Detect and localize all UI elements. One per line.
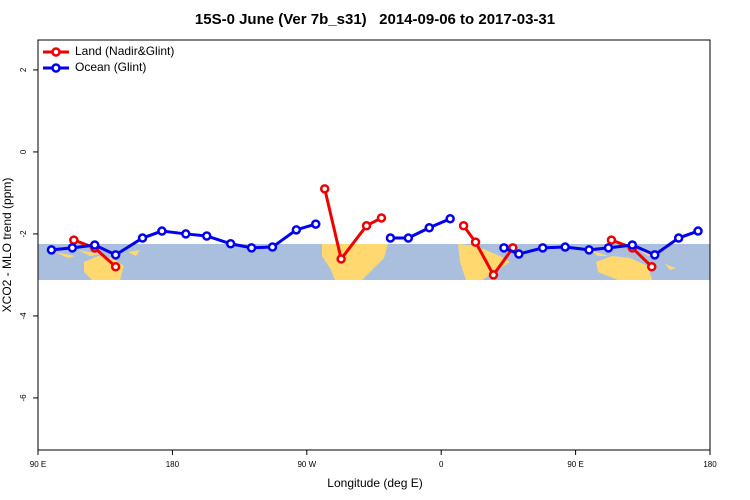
data-point	[403, 233, 414, 243]
data-point	[46, 245, 57, 255]
legend-marker	[51, 63, 61, 73]
x-tick-label: 90 W	[297, 460, 316, 469]
x-tick-label: 180	[166, 460, 180, 469]
y-tick-label: -4	[19, 312, 28, 320]
data-point	[649, 250, 660, 260]
x-tick-label: 90 E	[567, 460, 583, 469]
data-point	[69, 235, 79, 245]
data-point	[157, 226, 167, 236]
data-point	[311, 219, 321, 229]
x-axis-label: Longitude (deg E)	[327, 476, 422, 490]
data-point	[89, 240, 100, 250]
data-point	[246, 243, 257, 253]
data-point	[488, 270, 499, 280]
data-point	[470, 237, 481, 247]
data-point	[499, 243, 509, 253]
data-point	[291, 225, 302, 235]
data-point	[137, 233, 148, 243]
data-point	[693, 226, 703, 236]
data-point	[319, 184, 330, 194]
chart-title: 15S-0 June (Ver 7b_s31) 2014-09-06 to 20…	[195, 11, 555, 28]
data-point	[606, 235, 617, 245]
data-point	[376, 213, 387, 223]
y-tick-label: 2	[19, 67, 28, 72]
plot-frame	[37, 39, 711, 451]
data-point	[647, 261, 657, 272]
legend-label: Land (Nadir&Glint)	[75, 44, 174, 58]
data-point	[560, 242, 570, 252]
x-tick-label: 180	[703, 460, 717, 469]
data-point	[424, 223, 435, 233]
data-point	[584, 245, 594, 255]
y-axis-label: XCO2 - MLO trend (ppm)	[0, 178, 14, 313]
data-point	[110, 250, 121, 260]
data-point	[225, 239, 236, 249]
data-point	[445, 214, 455, 224]
data-point	[181, 229, 191, 239]
legend-label: Ocean (Glint)	[75, 60, 146, 74]
data-point	[385, 233, 396, 243]
data-point	[673, 233, 684, 243]
data-point	[458, 220, 469, 231]
data-point	[514, 249, 524, 259]
x-tick-label: 0	[439, 460, 444, 469]
legend-marker	[51, 47, 61, 57]
data-point	[603, 243, 614, 253]
y-tick-label: 0	[19, 149, 28, 154]
data-point	[110, 261, 121, 272]
data-point	[336, 254, 346, 264]
y-tick-label: -2	[19, 230, 28, 238]
data-point	[67, 243, 78, 253]
y-tick-label: -6	[19, 394, 28, 402]
data-point	[361, 220, 372, 231]
data-point	[201, 231, 212, 241]
data-point	[537, 243, 548, 253]
data-point	[627, 240, 638, 250]
x-tick-label: 90 E	[30, 460, 46, 469]
data-point	[267, 242, 278, 252]
